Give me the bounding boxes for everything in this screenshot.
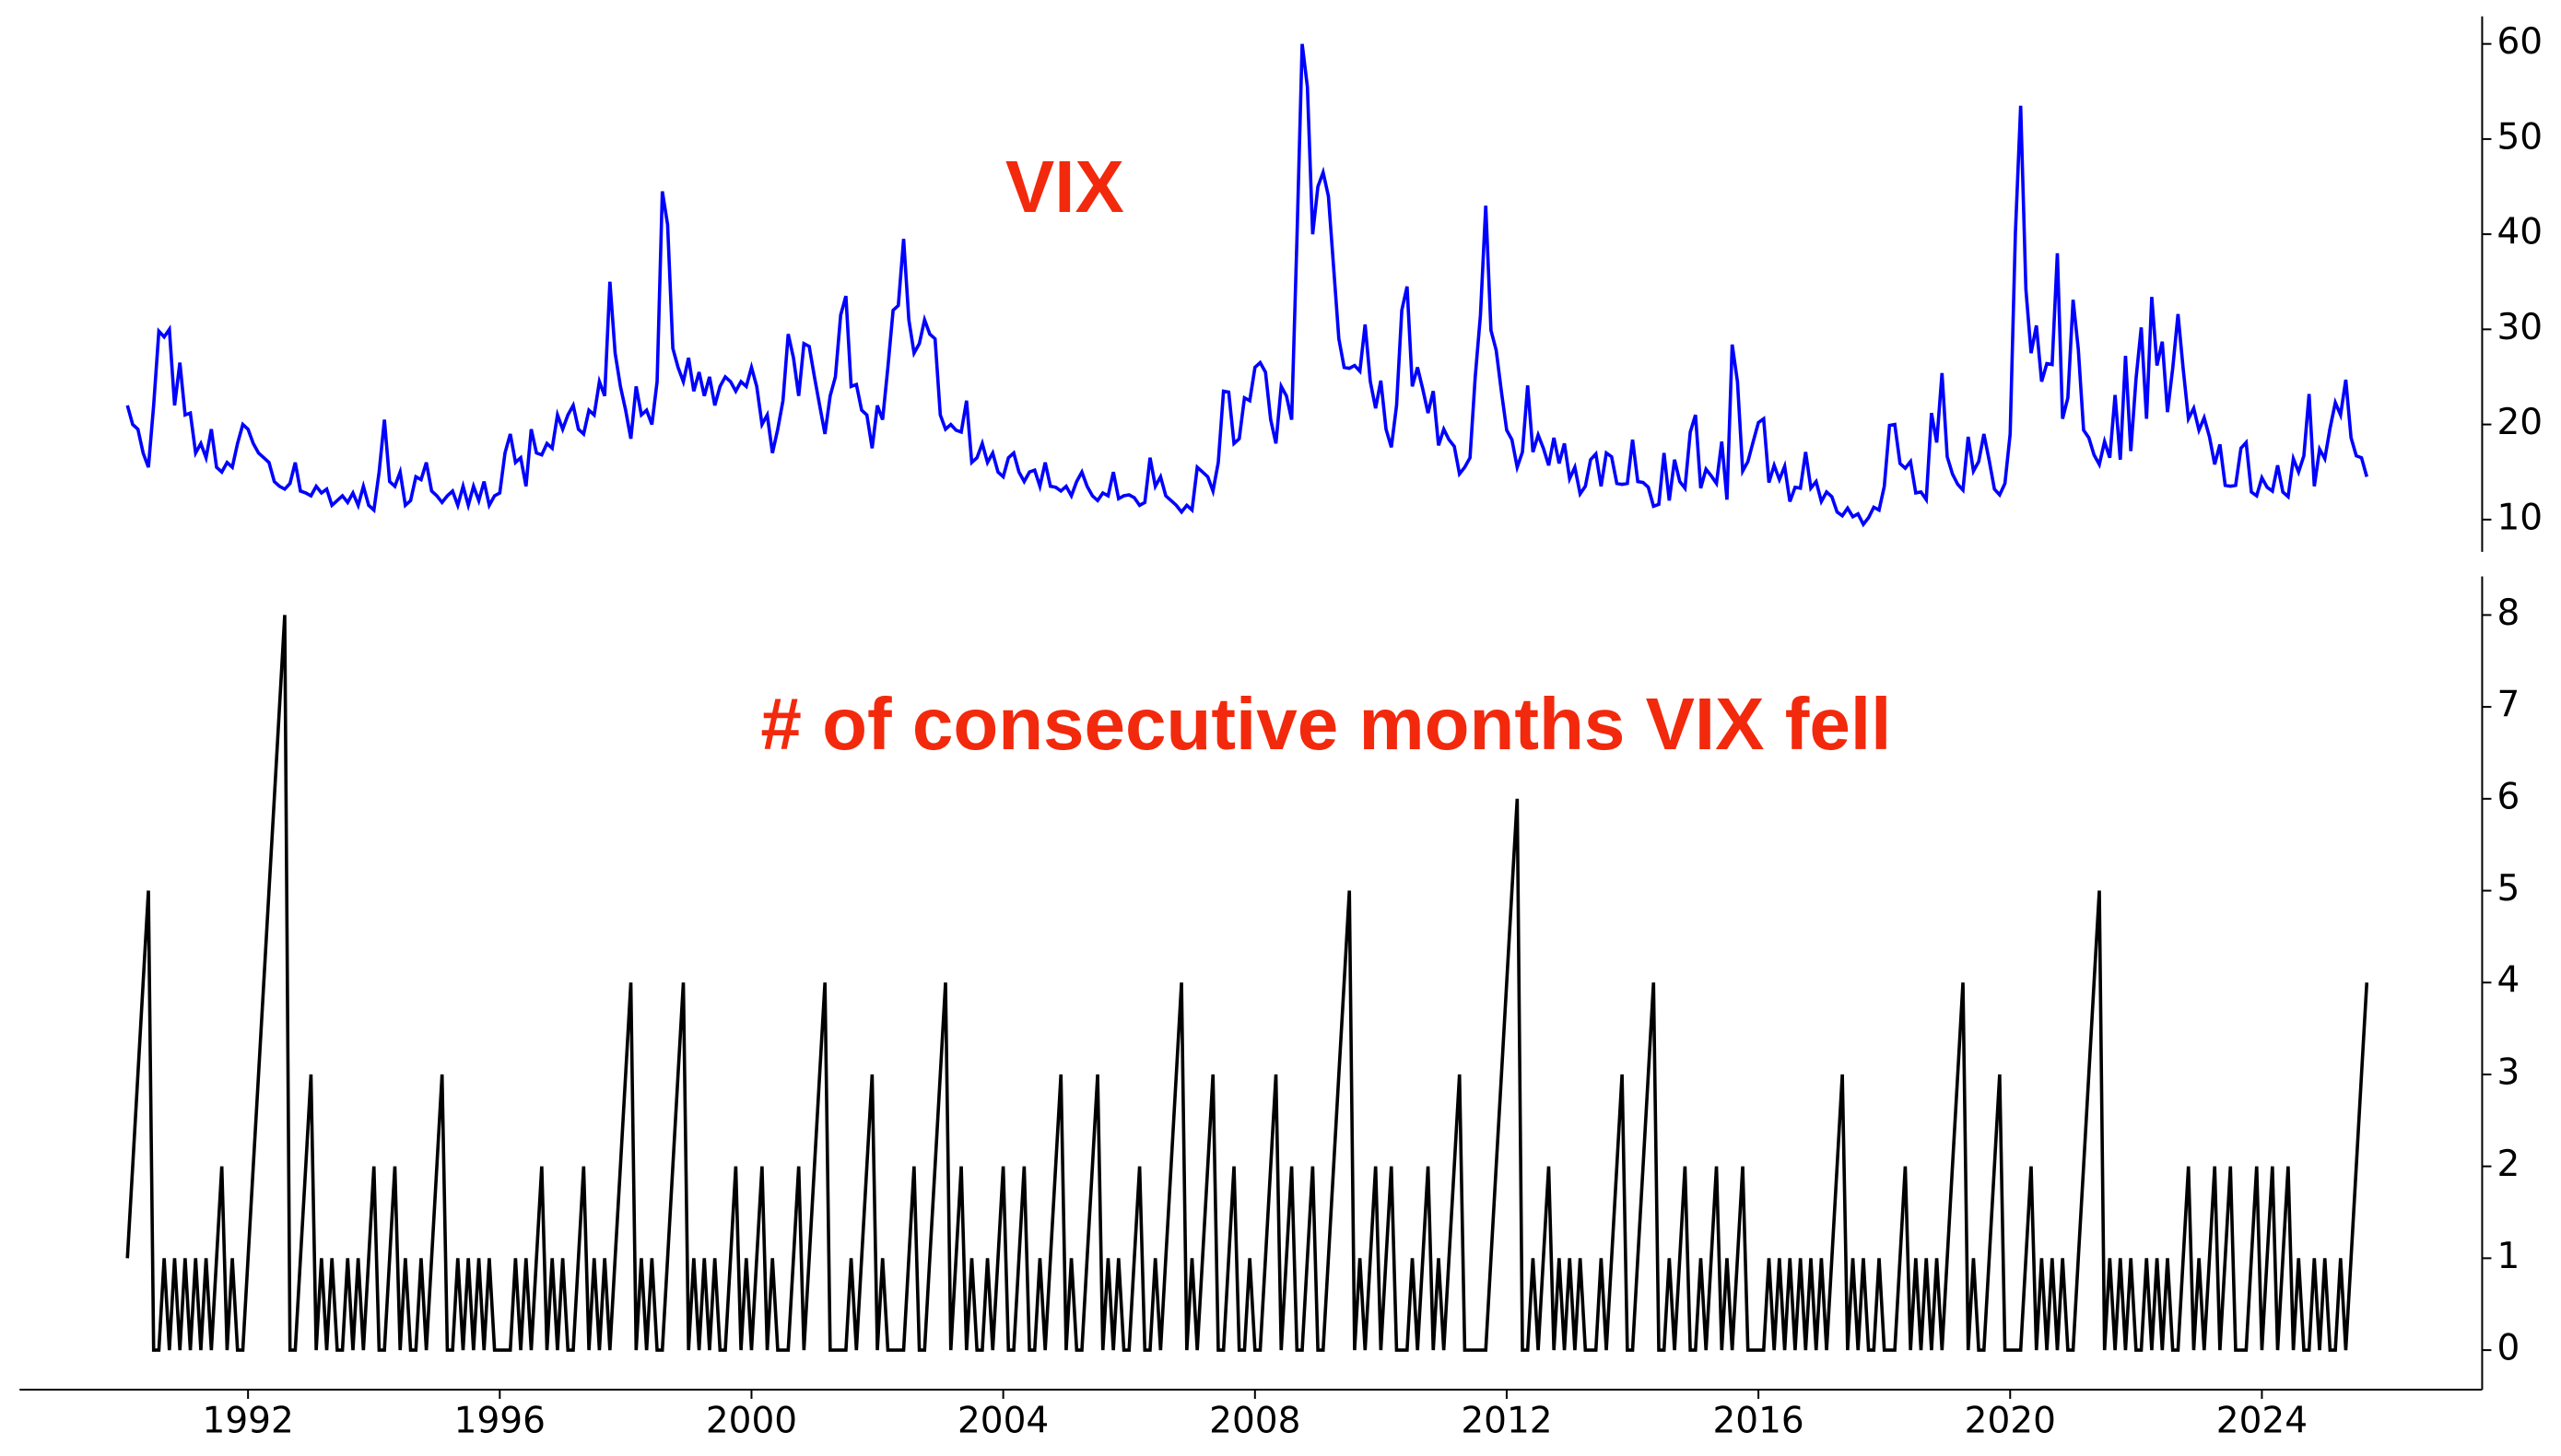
x-tick-label: 2004 [957, 1400, 1049, 1441]
y-tick-label: 2 [2496, 1144, 2520, 1185]
y-tick-label: 1 [2496, 1236, 2520, 1277]
y-tick-label: 50 [2496, 116, 2543, 158]
data-line [125, 43, 2368, 528]
y-tick-label: 6 [2496, 776, 2520, 817]
chart-title: VIX [1005, 146, 1124, 228]
y-tick-label: 40 [2496, 212, 2543, 253]
chart-title: # of consecutive months VIX fell [760, 683, 1891, 765]
x-tick-label: 2024 [2216, 1400, 2308, 1441]
y-tick-label: 7 [2496, 685, 2520, 726]
y-tick-label: 0 [2496, 1328, 2520, 1369]
y-tick-label: 60 [2496, 21, 2543, 63]
x-tick-label: 2020 [1965, 1400, 2056, 1441]
x-tick-label: 2016 [1712, 1400, 1803, 1441]
y-tick-label: 10 [2496, 497, 2543, 538]
data-line [125, 615, 2369, 1352]
x-tick-label: 2012 [1461, 1400, 1552, 1441]
y-tick-label: 20 [2496, 402, 2543, 443]
y-tick-label: 5 [2496, 868, 2520, 910]
y-tick-label: 3 [2496, 1051, 2520, 1093]
y-tick-label: 8 [2496, 593, 2520, 634]
x-tick-label: 2000 [706, 1400, 797, 1441]
y-tick-label: 4 [2496, 960, 2520, 1002]
y-tick-label: 30 [2496, 307, 2543, 348]
x-tick-label: 1992 [203, 1400, 294, 1441]
x-tick-label: 1996 [454, 1400, 546, 1441]
x-tick-label: 2008 [1209, 1400, 1300, 1441]
